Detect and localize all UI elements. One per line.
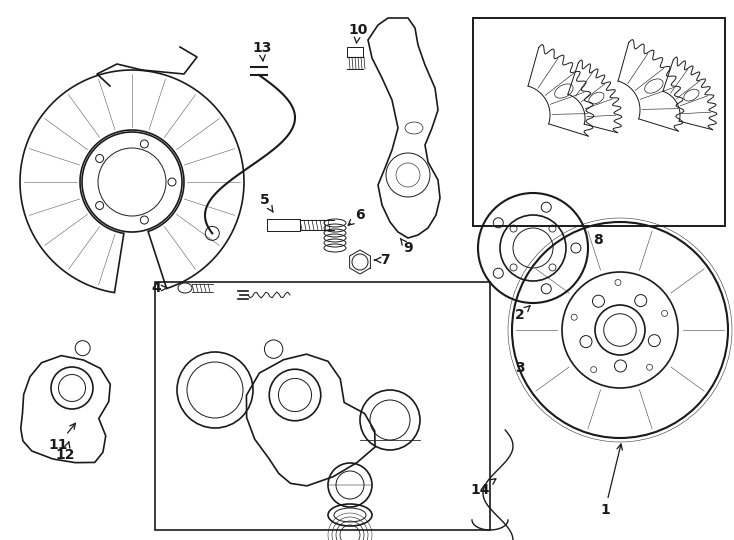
Text: 3: 3: [515, 361, 525, 375]
Text: 11: 11: [48, 423, 76, 452]
Bar: [473, 18, 725, 226]
Text: 9: 9: [400, 239, 413, 255]
Text: 14: 14: [470, 479, 496, 497]
Text: 12: 12: [55, 442, 75, 462]
Text: 8: 8: [593, 233, 603, 247]
Text: 7: 7: [374, 253, 390, 267]
Text: 6: 6: [348, 208, 365, 225]
Text: 4: 4: [151, 281, 167, 295]
Text: 2: 2: [515, 306, 530, 322]
Bar: [155, 282, 490, 530]
Text: 13: 13: [252, 41, 272, 61]
Text: 5: 5: [260, 193, 273, 212]
Bar: [347, 47, 363, 57]
Text: 10: 10: [349, 23, 368, 43]
Text: 1: 1: [600, 444, 622, 517]
